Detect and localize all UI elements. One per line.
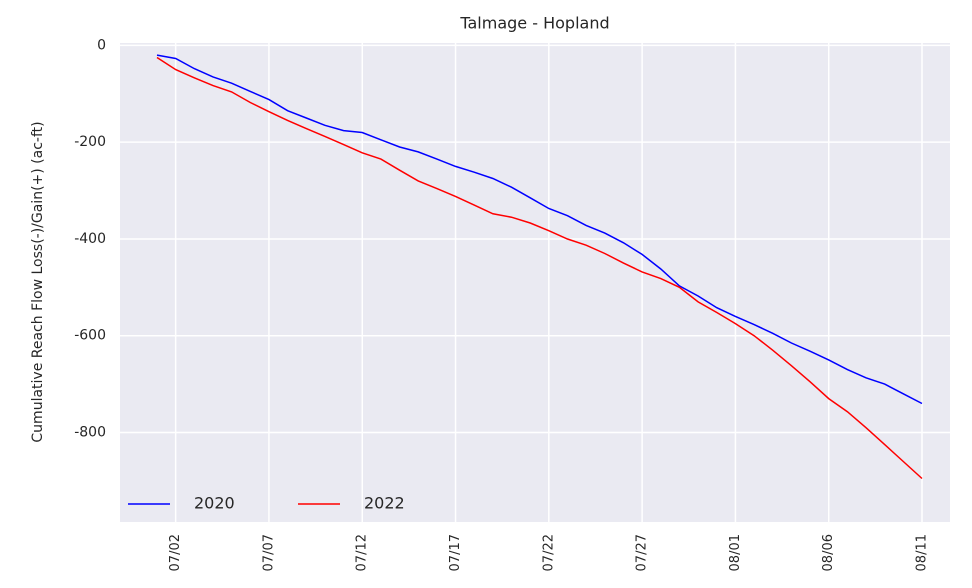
x-tick-label: 07/12 [355, 534, 370, 571]
line-series [156, 54, 923, 405]
y-tick-label: -200 [74, 134, 106, 150]
x-tick-label: 07/02 [168, 534, 183, 571]
plot-area [120, 43, 950, 522]
x-tick-label: 08/11 [915, 534, 930, 571]
chart-title: Talmage - Hopland [459, 14, 609, 33]
x-tick-label: 07/27 [635, 534, 650, 571]
y-tick-label: 0 [97, 37, 106, 53]
line-series [156, 56, 923, 480]
x-tick-label: 08/06 [821, 534, 836, 571]
y-tick-label: -800 [74, 424, 106, 440]
x-tick-label: 08/01 [728, 534, 743, 571]
x-tick-label: 07/22 [541, 534, 556, 571]
legend-label: 2020 [194, 494, 235, 513]
x-tick-label: 07/07 [261, 534, 276, 571]
y-axis-label: Cumulative Reach Flow Loss(-)/Gain(+) (a… [30, 121, 46, 442]
y-tick-label: -400 [74, 231, 106, 247]
x-tick-label: 07/17 [448, 534, 463, 571]
y-tick-label: -600 [74, 328, 106, 344]
legend-label: 2022 [364, 494, 405, 513]
